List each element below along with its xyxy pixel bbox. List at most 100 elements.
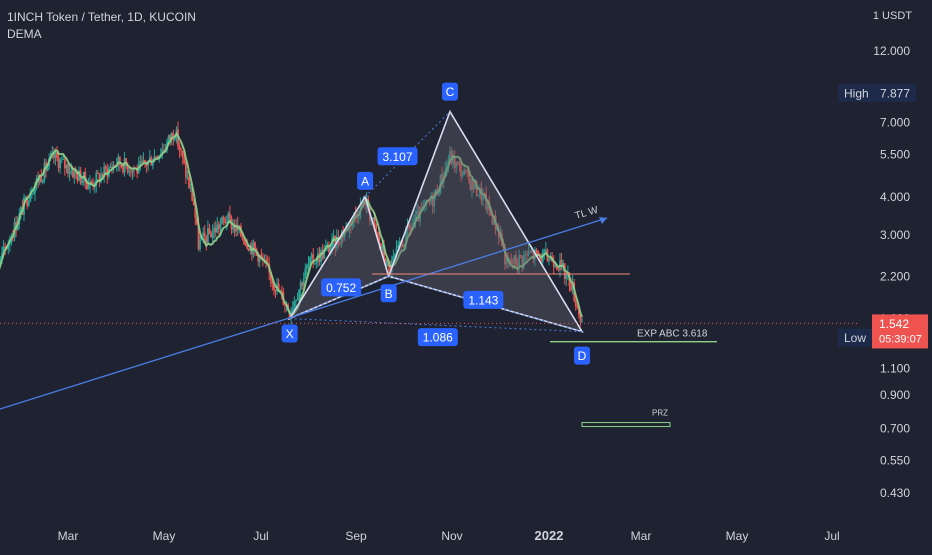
point-label-b[interactable]: B <box>380 284 397 303</box>
last-price-badge: 1.542 05:39:07 <box>872 314 928 349</box>
candle-body <box>458 163 461 165</box>
candle-body <box>85 182 88 189</box>
candle-body <box>2 246 5 253</box>
candle-body <box>206 228 209 243</box>
candle-body <box>7 244 10 249</box>
last-price-bg <box>872 314 928 349</box>
candle-body <box>467 170 470 180</box>
candle-body <box>32 193 35 195</box>
x-tick-label: Sep <box>345 529 367 543</box>
candle-body <box>183 157 186 164</box>
candle-body <box>274 289 277 292</box>
candle-body <box>301 282 304 287</box>
y-tick-label: 0.700 <box>880 421 910 435</box>
candle-body <box>219 223 222 230</box>
candle-body <box>519 255 522 257</box>
candle-body <box>188 177 190 189</box>
candle-body <box>372 217 374 220</box>
x-axis[interactable]: Mar May Jul Sep Nov 2022 Mar May Jul <box>58 528 840 543</box>
prz-zone[interactable] <box>581 422 671 428</box>
candle-body <box>340 233 343 245</box>
y-tick-label: 0.430 <box>880 486 910 500</box>
y-tick-label: 3.000 <box>880 228 910 242</box>
candle-body <box>65 164 68 169</box>
ratio-label-text: 0.752 <box>326 281 356 295</box>
candle-body <box>90 181 93 184</box>
candle-body <box>192 200 195 206</box>
candle-body <box>323 249 326 259</box>
candle-body <box>30 194 33 196</box>
candle-body <box>562 263 565 266</box>
candle-body <box>334 235 337 249</box>
candle-body <box>456 161 459 164</box>
x-tick-label: Mar <box>58 529 79 543</box>
candle-body <box>227 213 230 223</box>
y-axis-unit: 1 USDT <box>873 10 912 22</box>
candle-body <box>577 307 580 316</box>
point-label-text: C <box>446 85 455 99</box>
candle-body <box>389 267 392 272</box>
candle-body <box>535 249 538 251</box>
candle-body <box>357 217 360 219</box>
candle-body <box>438 192 440 196</box>
candle-body <box>199 240 201 250</box>
point-label-x[interactable]: X <box>281 324 298 343</box>
candle-body <box>486 200 489 210</box>
candle-body <box>60 159 63 161</box>
point-label-d[interactable]: D <box>574 346 591 365</box>
candle-body <box>579 315 582 322</box>
candle-body <box>298 289 300 299</box>
candle-body <box>441 174 444 183</box>
candle-body <box>581 320 583 322</box>
candle-body <box>398 241 401 246</box>
point-label-a[interactable]: A <box>357 171 374 190</box>
candle-body <box>123 158 126 173</box>
harmonic-pattern[interactable] <box>287 109 584 333</box>
candle-body <box>284 304 286 306</box>
candle-body <box>504 247 506 265</box>
candle-body <box>416 210 418 215</box>
candle-body <box>307 263 310 266</box>
candle-body <box>412 221 415 225</box>
candle-body <box>162 149 165 151</box>
candle-body <box>151 162 154 166</box>
candle-body <box>213 227 216 233</box>
candle-body <box>543 249 546 252</box>
candle-body <box>452 155 455 164</box>
ratio-label[interactable]: 0.752 <box>321 278 362 297</box>
candle-body <box>455 161 458 168</box>
candle-body <box>414 214 417 222</box>
chart-title: 1INCH Token / Tether, 1D, KUCOIN <box>7 10 196 24</box>
trendline-arrow-icon <box>599 217 607 224</box>
candle-body <box>570 285 572 291</box>
trendline[interactable] <box>0 217 608 410</box>
candle-body <box>306 265 308 269</box>
ratio-label[interactable]: 1.143 <box>463 290 504 309</box>
candle-body <box>309 257 311 264</box>
candle-body <box>19 207 22 214</box>
candle-body <box>428 201 431 203</box>
candle-body <box>70 170 73 173</box>
candle-body <box>128 171 131 173</box>
candle-body <box>167 135 170 142</box>
candle-body <box>71 170 74 178</box>
candle-body <box>474 180 477 190</box>
candle-body <box>111 167 113 169</box>
candle-body <box>114 165 117 167</box>
ratio-label[interactable]: 3.107 <box>377 147 418 166</box>
ratio-label[interactable]: 1.086 <box>417 328 458 347</box>
candle-body <box>493 215 495 225</box>
candle-body <box>273 283 275 290</box>
candle-body <box>243 239 245 245</box>
candle-body <box>397 245 399 248</box>
candle-body <box>100 174 102 182</box>
candle-body <box>161 149 164 155</box>
candle-body <box>87 185 90 189</box>
x-tick-label: 2022 <box>535 528 564 543</box>
point-label-c[interactable]: C <box>441 82 458 101</box>
candle-body <box>386 260 388 267</box>
candle-body <box>549 257 552 261</box>
y-axis[interactable]: 1 USDT12.0009.0007.0005.5004.0003.0002.2… <box>873 10 912 500</box>
